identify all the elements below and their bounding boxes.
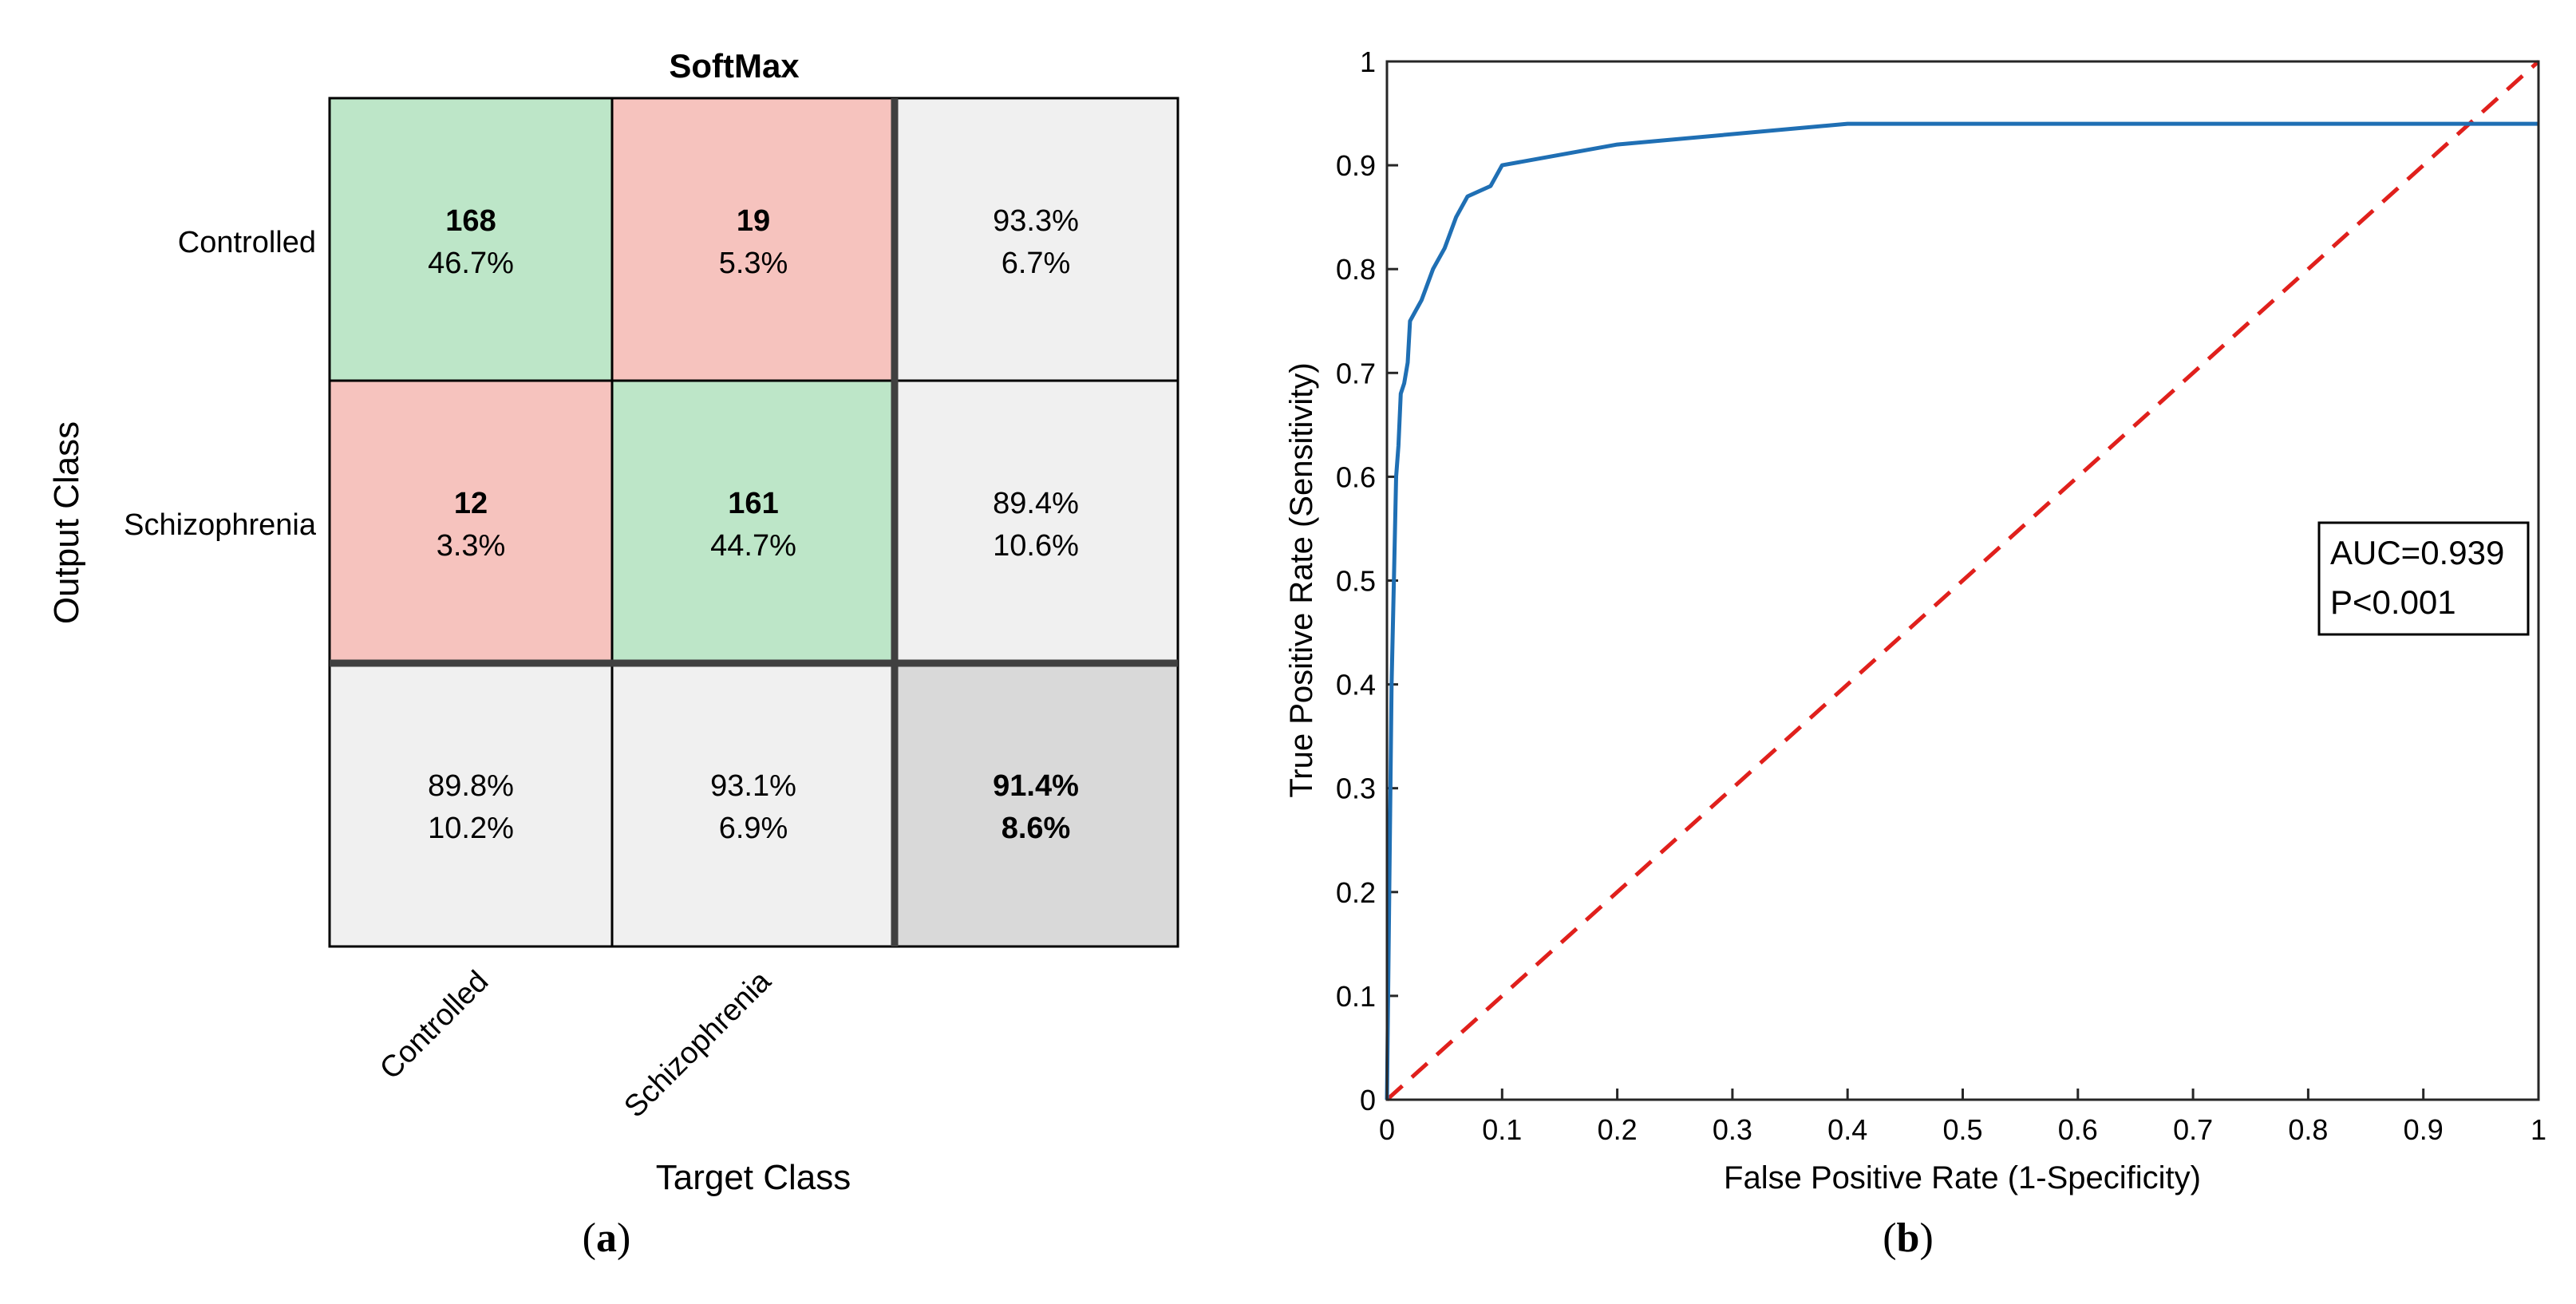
roc-axes-box — [1385, 60, 2540, 1101]
roc-x-tick-label: 0.5 — [1942, 1113, 1982, 1146]
roc-y-tick-label: 0.1 — [1336, 980, 1376, 1013]
roc-x-tick-label: 0.9 — [2404, 1113, 2444, 1146]
cm-title: SoftMax — [669, 47, 800, 85]
roc-y-tick-label: 0.4 — [1336, 669, 1376, 701]
roc-x-tick-label: 0.4 — [1827, 1113, 1867, 1146]
cm-row-label-controlled: Controlled — [178, 226, 316, 259]
roc-x-tick-label: 0.8 — [2288, 1113, 2328, 1146]
cm-col-summary-schizophrenia-correct: 93.1% — [710, 769, 796, 803]
cm-overall-error: 8.6% — [1002, 812, 1071, 845]
panel-label-b: (b) — [1883, 1215, 1934, 1261]
cm-row-summary-schizophrenia-error: 10.6% — [993, 529, 1079, 563]
roc-annotation-box — [2317, 521, 2530, 636]
cm-cell-schizophrenia-controlled — [330, 381, 612, 663]
cm-col-summary-schizophrenia-error: 6.9% — [719, 812, 788, 845]
cm-row-summary-controlled — [895, 98, 1178, 381]
roc-chart: 0 0.1 0.2 0.3 0.4 0.5 0.6 0.7 0.8 0.9 1 0 0.1 0.2 0.3… — [1284, 45, 2546, 1261]
cm-row-label-schizophrenia: Schizophrenia — [124, 508, 317, 542]
roc-y-tick-label: 0 — [1360, 1084, 1376, 1116]
confusion-matrix: SoftMax 168 46.7% 19 5.3% 12 3.3% 161 44… — [47, 47, 1179, 1261]
cm-col-summary-controlled-error: 10.2% — [428, 812, 514, 845]
cm-row-summary-controlled-error: 6.7% — [1002, 247, 1071, 280]
roc-y-tick-label: 0.3 — [1336, 773, 1376, 805]
cm-cell-schizophrenia-schizophrenia — [612, 381, 895, 663]
roc-y-tick-label: 0.6 — [1336, 460, 1376, 493]
roc-x-tick-label: 0.1 — [1482, 1113, 1522, 1146]
cm-row-summary-schizophrenia-correct: 89.4% — [993, 487, 1079, 520]
panel-label-a: (a) — [583, 1215, 631, 1261]
roc-x-tick-label: 0.7 — [2173, 1113, 2213, 1146]
roc-x-tick-label: 0 — [1379, 1113, 1395, 1146]
cm-count-schizophrenia-schizophrenia: 161 — [728, 487, 778, 520]
roc-x-ticks: 0 0.1 0.2 0.3 0.4 0.5 0.6 0.7 0.8 0.9 1 — [1379, 1089, 2546, 1146]
cm-col-summary-controlled-correct: 89.8% — [428, 769, 514, 803]
cm-percent-schizophrenia-controlled: 3.3% — [437, 529, 506, 563]
cm-percent-schizophrenia-schizophrenia: 44.7% — [710, 529, 796, 563]
roc-p-text: P<0.001 — [2330, 583, 2456, 621]
cm-count-schizophrenia-controlled: 12 — [454, 487, 488, 520]
cm-row-summary-controlled-correct: 93.3% — [993, 204, 1079, 238]
roc-x-tick-label: 0.3 — [1713, 1113, 1752, 1146]
cm-count-controlled-schizophrenia: 19 — [737, 204, 770, 238]
roc-y-tick-label: 0.7 — [1336, 357, 1376, 389]
roc-reference-line — [1385, 60, 2540, 1101]
cm-cell-controlled-schizophrenia — [612, 98, 895, 381]
roc-y-tick-label: 1 — [1360, 45, 1376, 78]
roc-y-tick-label: 0.2 — [1336, 876, 1376, 909]
cm-xlabel: Target Class — [656, 1158, 851, 1197]
cm-col-label-controlled: Controlled — [373, 965, 495, 1086]
cm-cell-controlled-controlled — [330, 98, 612, 381]
roc-annotation: AUC=0.939 P<0.001 — [2317, 521, 2530, 636]
roc-x-tick-label: 0.2 — [1598, 1113, 1638, 1146]
cm-overall-cell — [895, 663, 1178, 946]
cm-count-controlled-controlled: 168 — [445, 204, 496, 238]
roc-x-tick-label: 0.6 — [2058, 1113, 2098, 1146]
panel-label-a-letter: a — [596, 1215, 617, 1261]
roc-ylabel: True Positive Rate (Sensitivity) — [1284, 362, 1319, 797]
roc-y-tick-label: 0.9 — [1336, 149, 1376, 182]
cm-col-summary-schizophrenia — [612, 663, 895, 946]
roc-y-ticks: 0 0.1 0.2 0.3 0.4 0.5 0.6 0.7 0.8 0.9 1 — [1336, 45, 1398, 1116]
roc-curve-line — [1385, 121, 2538, 1100]
panel-label-b-letter: b — [1897, 1215, 1920, 1261]
cm-percent-controlled-schizophrenia: 5.3% — [719, 247, 788, 280]
cm-grid — [328, 97, 1179, 948]
roc-xlabel: False Positive Rate (1-Specificity) — [1724, 1160, 2201, 1195]
roc-y-tick-label: 0.8 — [1336, 253, 1376, 286]
cm-col-label-schizophrenia: Schizophrenia — [618, 964, 778, 1124]
cm-row-summary-schizophrenia — [895, 381, 1178, 663]
cm-overall-correct: 91.4% — [993, 769, 1079, 803]
cm-summary-dividers — [330, 98, 1178, 946]
roc-x-tick-label: 1 — [2531, 1113, 2546, 1146]
cm-ylabel: Output Class — [47, 421, 86, 624]
cm-col-summary-controlled — [330, 663, 612, 946]
cm-percent-controlled-controlled: 46.7% — [428, 247, 514, 280]
roc-y-tick-label: 0.5 — [1336, 565, 1376, 598]
roc-auc-text: AUC=0.939 — [2330, 534, 2504, 571]
